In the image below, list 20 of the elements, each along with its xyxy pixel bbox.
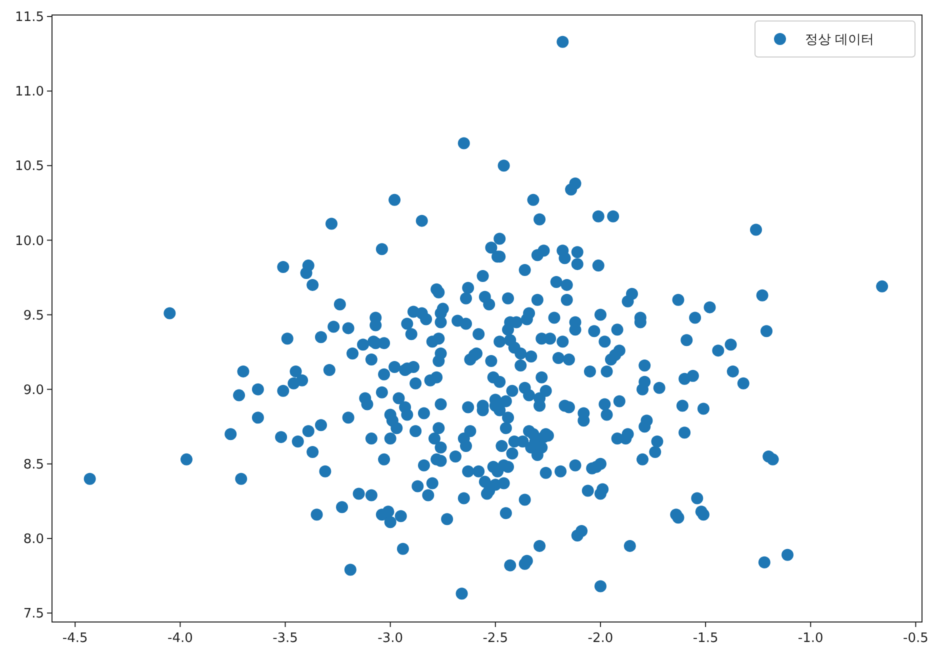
x-tick-label: -0.5: [903, 631, 928, 646]
y-tick-label: 11.5: [15, 10, 44, 26]
x-tick-label: -3.0: [378, 631, 404, 646]
y-tick-label: 10.5: [15, 159, 44, 174]
y-tick-label: 9.0: [23, 382, 44, 398]
y-tick-label: 11.0: [15, 84, 44, 100]
y-tick-label: 9.5: [23, 308, 44, 324]
y-tick-label: 7.5: [23, 606, 44, 622]
x-tick-label: -4.0: [168, 631, 193, 646]
x-tick-label: -2.0: [588, 631, 614, 646]
x-tick-label: -2.5: [482, 631, 508, 646]
x-tick-label: -1.0: [798, 631, 824, 646]
x-tick-label: -1.5: [692, 631, 718, 646]
legend-label: 정상 데이터: [805, 32, 874, 48]
y-tick-label: 10.0: [15, 234, 44, 249]
x-tick-label: -4.5: [62, 631, 88, 646]
y-tick-label: 8.5: [23, 457, 44, 472]
legend: 정상 데이터: [754, 20, 916, 58]
y-tick-label: 8.0: [23, 532, 44, 548]
x-tick-label: -3.5: [272, 631, 298, 646]
